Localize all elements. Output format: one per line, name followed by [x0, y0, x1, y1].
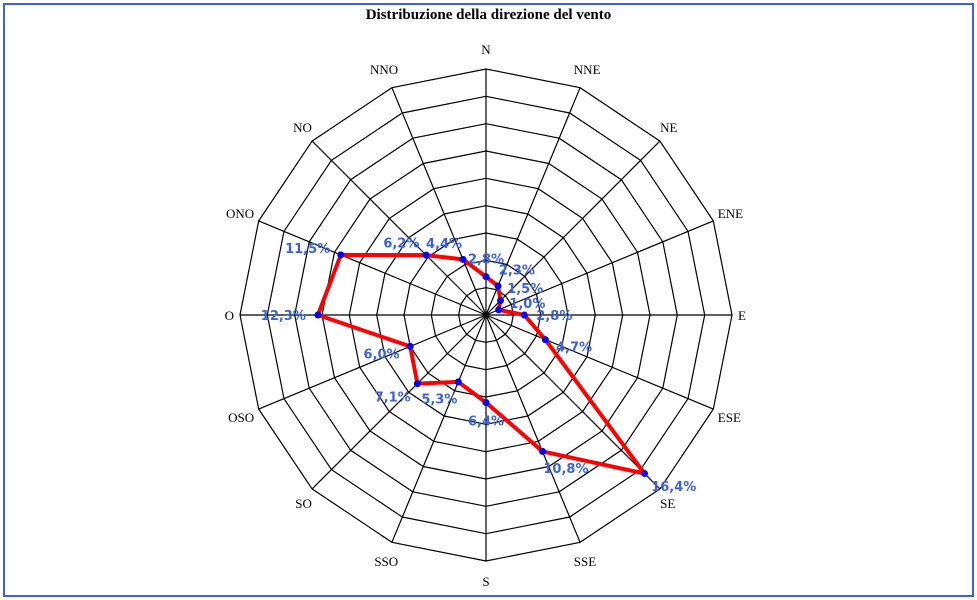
direction-label-ene: ENE	[718, 206, 743, 221]
data-point-e	[520, 311, 528, 319]
grid-spoke	[485, 314, 714, 410]
data-series	[314, 251, 648, 477]
value-label-s: 6,4%	[468, 415, 504, 430]
grid-spoke	[391, 87, 487, 316]
radar-grid	[239, 68, 733, 562]
direction-label-no: NO	[293, 120, 312, 135]
direction-label-nne: NNE	[574, 62, 601, 77]
direction-label-o: O	[225, 308, 234, 323]
data-point-no	[422, 251, 430, 259]
value-label-se: 16,4%	[651, 480, 696, 495]
data-point-se	[641, 470, 648, 477]
grid-spoke	[485, 314, 581, 543]
value-label-nno: 4,4%	[426, 237, 462, 252]
value-label-nne: 2,3%	[499, 263, 535, 278]
direction-label-s: S	[482, 574, 489, 589]
data-point-ono	[337, 251, 345, 259]
value-label-sse: 10,8%	[543, 462, 588, 477]
data-point-s	[482, 399, 490, 406]
data-point-o	[314, 311, 322, 319]
grid-spoke	[485, 220, 714, 316]
direction-label-n: N	[481, 42, 491, 57]
data-point-sso	[454, 378, 462, 386]
grid-spoke	[311, 314, 487, 490]
direction-label-so: SO	[295, 496, 312, 511]
direction-label-nno: NNO	[370, 62, 398, 77]
value-label-o: 12,3%	[261, 309, 306, 324]
grid-spoke	[391, 314, 487, 543]
data-point-ese	[541, 336, 549, 344]
data-point-sse	[539, 447, 546, 455]
data-point-nne	[494, 282, 502, 290]
grid-spoke	[258, 220, 487, 316]
direction-label-ese: ESE	[718, 410, 741, 425]
value-label-ne: 1,5%	[507, 282, 543, 297]
direction-label-sso: SSO	[374, 554, 398, 569]
value-label-oso: 6,0%	[364, 347, 400, 362]
data-point-ene	[495, 306, 503, 314]
grid-spoke	[258, 314, 487, 410]
direction-labels: N NNE NE ENE E ESE SE SSE S SSO SO OSO O ONO NO NNO	[225, 42, 746, 589]
direction-label-ne: NE	[660, 120, 677, 135]
direction-label-ono: ONO	[226, 206, 254, 221]
value-label-no: 6,2%	[383, 236, 419, 251]
chart-title: Distribuzione della direzione del vento	[365, 7, 612, 23]
grid-spoke	[485, 87, 581, 316]
grid-spoke	[311, 140, 487, 316]
direction-label-e: E	[738, 308, 746, 323]
value-label-n: 2,8%	[468, 253, 504, 268]
direction-label-oso: OSO	[228, 410, 254, 425]
value-label-e: 2,8%	[536, 309, 572, 324]
value-label-ono: 11,5%	[285, 242, 330, 257]
direction-label-sse: SSE	[574, 554, 596, 569]
value-label-ene: 1,0%	[509, 297, 545, 312]
direction-label-se: SE	[660, 496, 675, 511]
value-label-sso: 5,3%	[421, 393, 457, 408]
value-label-ese: 4,7%	[556, 341, 592, 356]
data-point-nno	[459, 255, 467, 263]
chart-frame	[3, 3, 974, 597]
data-point-oso	[406, 342, 414, 350]
data-point-ne	[497, 297, 504, 304]
grid-spoke	[485, 314, 661, 490]
value-label-so: 7,1%	[375, 390, 411, 405]
data-point-n	[482, 273, 490, 281]
grid-spoke	[485, 140, 661, 316]
data-point-so	[413, 380, 421, 388]
value-labels: 2,8%2,3%1,5%1,0%2,8%4,7%16,4%10,8%6,4%5,…	[261, 236, 697, 495]
